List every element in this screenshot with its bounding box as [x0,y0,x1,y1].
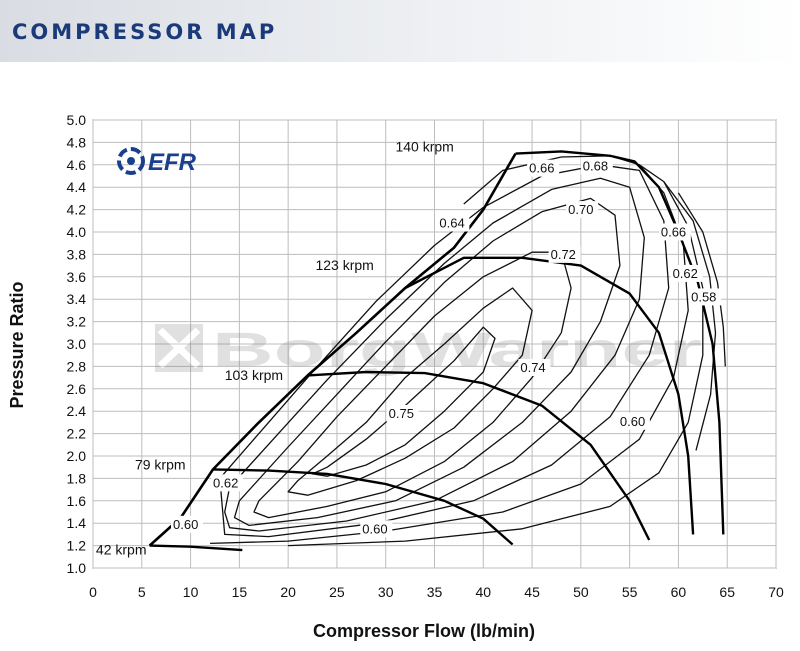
x-tick-label: 25 [329,584,345,600]
x-tick-label: 35 [427,584,443,600]
y-tick-label: 2.0 [67,448,87,464]
y-tick-label: 4.8 [67,134,87,150]
y-tick-label: 1.8 [67,470,87,486]
efficiency-label: 0.70 [568,202,593,217]
efficiency-label: 0.60 [173,517,198,532]
x-tick-label: 0 [89,584,97,600]
x-tick-label: 60 [671,584,687,600]
y-tick-label: 3.0 [67,336,87,352]
speed-line-140-krpm [515,150,725,535]
efficiency-island-0-68 [224,177,645,532]
efficiency-island-0-72 [253,251,572,519]
efficiency-label-bg [658,223,691,241]
efficiency-label: 0.66 [661,224,686,239]
speed-label: 103 krpm [225,367,283,383]
efficiency-label-bg [386,404,419,422]
swirl-icon [117,147,145,175]
page-title: COMPRESSOR MAP [12,20,278,44]
y-tick-label: 3.8 [67,246,87,262]
speed-line-42-krpm [149,544,243,552]
x-tick-label: 70 [768,584,784,600]
y-tick-label: 1.0 [67,560,87,576]
efficiency-label: 0.58 [691,289,716,304]
y-tick-label: 4.6 [67,157,87,173]
y-tick-label: 1.4 [67,515,87,531]
y-tick-label: 4.0 [67,224,87,240]
efficiency-label-bg [617,412,650,430]
x-tick-label: 45 [524,584,540,600]
efficiency-label-bg [437,214,470,232]
efficiency-label-bg [171,515,204,533]
x-tick-label: 40 [475,584,491,600]
speed-label: 42 krpm [96,542,147,558]
x-tick-label: 15 [232,584,248,600]
y-tick-label: 5.0 [67,112,87,128]
efficiency-island-0-58 [677,192,726,367]
efficiency-label-bg [518,359,551,376]
y-tick-label: 2.8 [67,358,87,374]
header-bar: COMPRESSOR MAP [0,0,800,62]
x-tick-label: 55 [622,584,638,600]
x-tick-labels: 0 5 10 15 20 25 30 35 40 45 50 55 60 65 70 [89,584,784,600]
efficiency-label: 0.60 [620,414,645,429]
efficiency-label-bg [211,474,244,492]
efficiency-label-bg [670,264,703,282]
efficiency-island-0-74 [287,287,533,496]
y-tick-label: 3.6 [67,269,87,285]
y-tick-label: 2.4 [67,403,87,419]
speed-label: 79 krpm [135,456,186,472]
x-tick-label: 20 [280,584,296,600]
efficiency-label-bg [689,288,722,306]
efficiency-label-bg [566,201,599,219]
map-labels: 140 krpm 123 krpm 103 krpm 79 krpm 42 krpm 0.… [96,138,722,558]
y-tick-label: 3.4 [67,291,87,307]
speed-label: 123 krpm [315,257,373,273]
efficiency-label: 0.74 [520,360,545,375]
y-axis-title: Pressure Ratio [7,281,27,408]
efficiency-label-bg [360,520,393,538]
x-tick-label: 30 [378,584,394,600]
efficiency-label: 0.66 [529,161,554,176]
y-tick-labels: 1.0 1.2 1.4 1.6 1.8 2.0 2.2 2.4 2.6 2.8 3.0 3.2 3.4 3… [67,112,87,576]
efficiency-label: 0.60 [362,521,387,536]
logo-text: EFR [148,149,197,176]
x-tick-label: 5 [138,584,146,600]
compressor-map-chart: 0 5 10 15 20 25 30 35 40 45 50 55 60 65 70 1.01.21.41.… [7,112,784,641]
efficiency-label: 0.64 [439,216,464,231]
efficiency-island-0-62 [288,164,704,547]
efficiency-label-bg [580,157,613,175]
y-tick-label: 2.6 [67,381,87,397]
speed-label: 140 krpm [395,138,453,154]
efficiency-label: 0.62 [673,266,698,281]
y-tick-label: 1.2 [67,538,87,554]
speed-line-79-krpm [212,468,514,546]
watermark-logo-icon [155,324,203,372]
x-tick-label: 10 [183,584,199,600]
y-tick-label: 4.4 [67,179,87,195]
efficiency-label: 0.62 [213,475,238,490]
x-tick-label: 50 [573,584,589,600]
y-tick-label: 2.2 [67,426,87,442]
efficiency-label-bg [548,245,581,263]
efficiency-label-bg [527,159,560,177]
y-tick-label: 4.2 [67,202,87,218]
x-axis-title: Compressor Flow (lb/min) [313,621,535,641]
speed-line-103-krpm [307,370,651,541]
efficiency-island-0-70 [233,197,621,527]
y-tick-label: 3.2 [67,314,87,330]
efficiency-label: 0.75 [389,406,414,421]
speed-lines [149,150,725,552]
efr-logo: EFR [117,147,197,176]
efficiency-label: 0.68 [583,158,608,173]
x-tick-label: 65 [719,584,735,600]
speed-line-123-krpm [404,256,695,535]
efficiency-label: 0.72 [551,247,576,262]
efficiency-island-0-64 [210,155,689,545]
y-tick-label: 1.6 [67,493,87,509]
